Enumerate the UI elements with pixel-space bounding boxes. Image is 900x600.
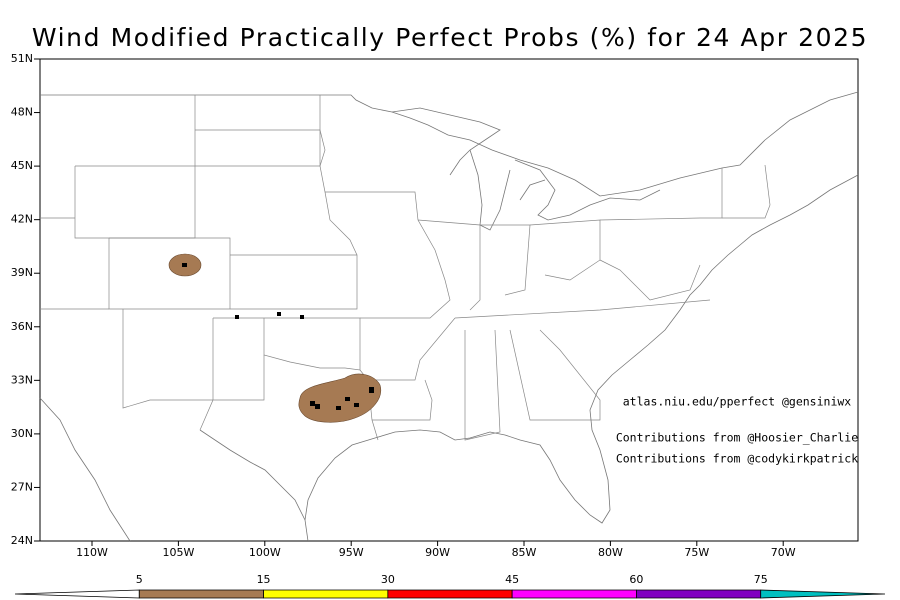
colorbar-label: 30 (381, 573, 395, 586)
colorbar-segment (387, 589, 513, 599)
x-tick-label: 90W (425, 546, 450, 559)
y-tick-label: 33N (11, 373, 33, 386)
y-tick-label: 27N (11, 480, 33, 493)
credit: Contributions from @codykirkpatrick (616, 452, 858, 466)
y-tick-label: 48N (11, 106, 33, 119)
colorbar-segment (263, 589, 389, 599)
basemap (39, 58, 859, 542)
y-tick-label: 36N (11, 320, 33, 333)
x-tick-label: 80W (598, 546, 623, 559)
colorbar-label: 45 (505, 573, 519, 586)
colorbar-segment (636, 589, 762, 599)
colorbar-segment (760, 589, 886, 599)
x-tick-label: 85W (512, 546, 537, 559)
x-tick-label: 75W (684, 546, 709, 559)
colorbar-label: 75 (754, 573, 768, 586)
y-tick-label: 45N (11, 159, 33, 172)
x-tick-label: 70W (771, 546, 796, 559)
y-tick-label: 24N (11, 534, 33, 547)
y-tick-label: 39N (11, 266, 33, 279)
x-tick-label: 95W (339, 546, 364, 559)
colorbar-label: 5 (136, 573, 143, 586)
colorbar-segment (511, 589, 637, 599)
colorbar-under (14, 589, 140, 599)
colorbar-label: 15 (257, 573, 271, 586)
credit: Contributions from @Hoosier_Charlie (616, 431, 858, 445)
y-tick-label: 51N (11, 52, 33, 65)
credit: atlas.niu.edu/pperfect @gensiniwx (623, 395, 852, 409)
colorbar-label: 60 (629, 573, 643, 586)
colorbar-segment (138, 589, 264, 599)
y-tick-label: 42N (11, 213, 33, 226)
axes: 24N 27N 30N 33N 36N 39N 42N 45N 48N 51N 110W 105W 10… (11, 52, 886, 599)
title: Wind Modified Practically Perfect Probs … (32, 23, 868, 52)
y-tick-label: 30N (11, 427, 33, 440)
x-tick-label: 110W (76, 546, 108, 559)
x-tick-label: 105W (162, 546, 194, 559)
x-tick-label: 100W (249, 546, 281, 559)
probability-area (298, 373, 382, 423)
